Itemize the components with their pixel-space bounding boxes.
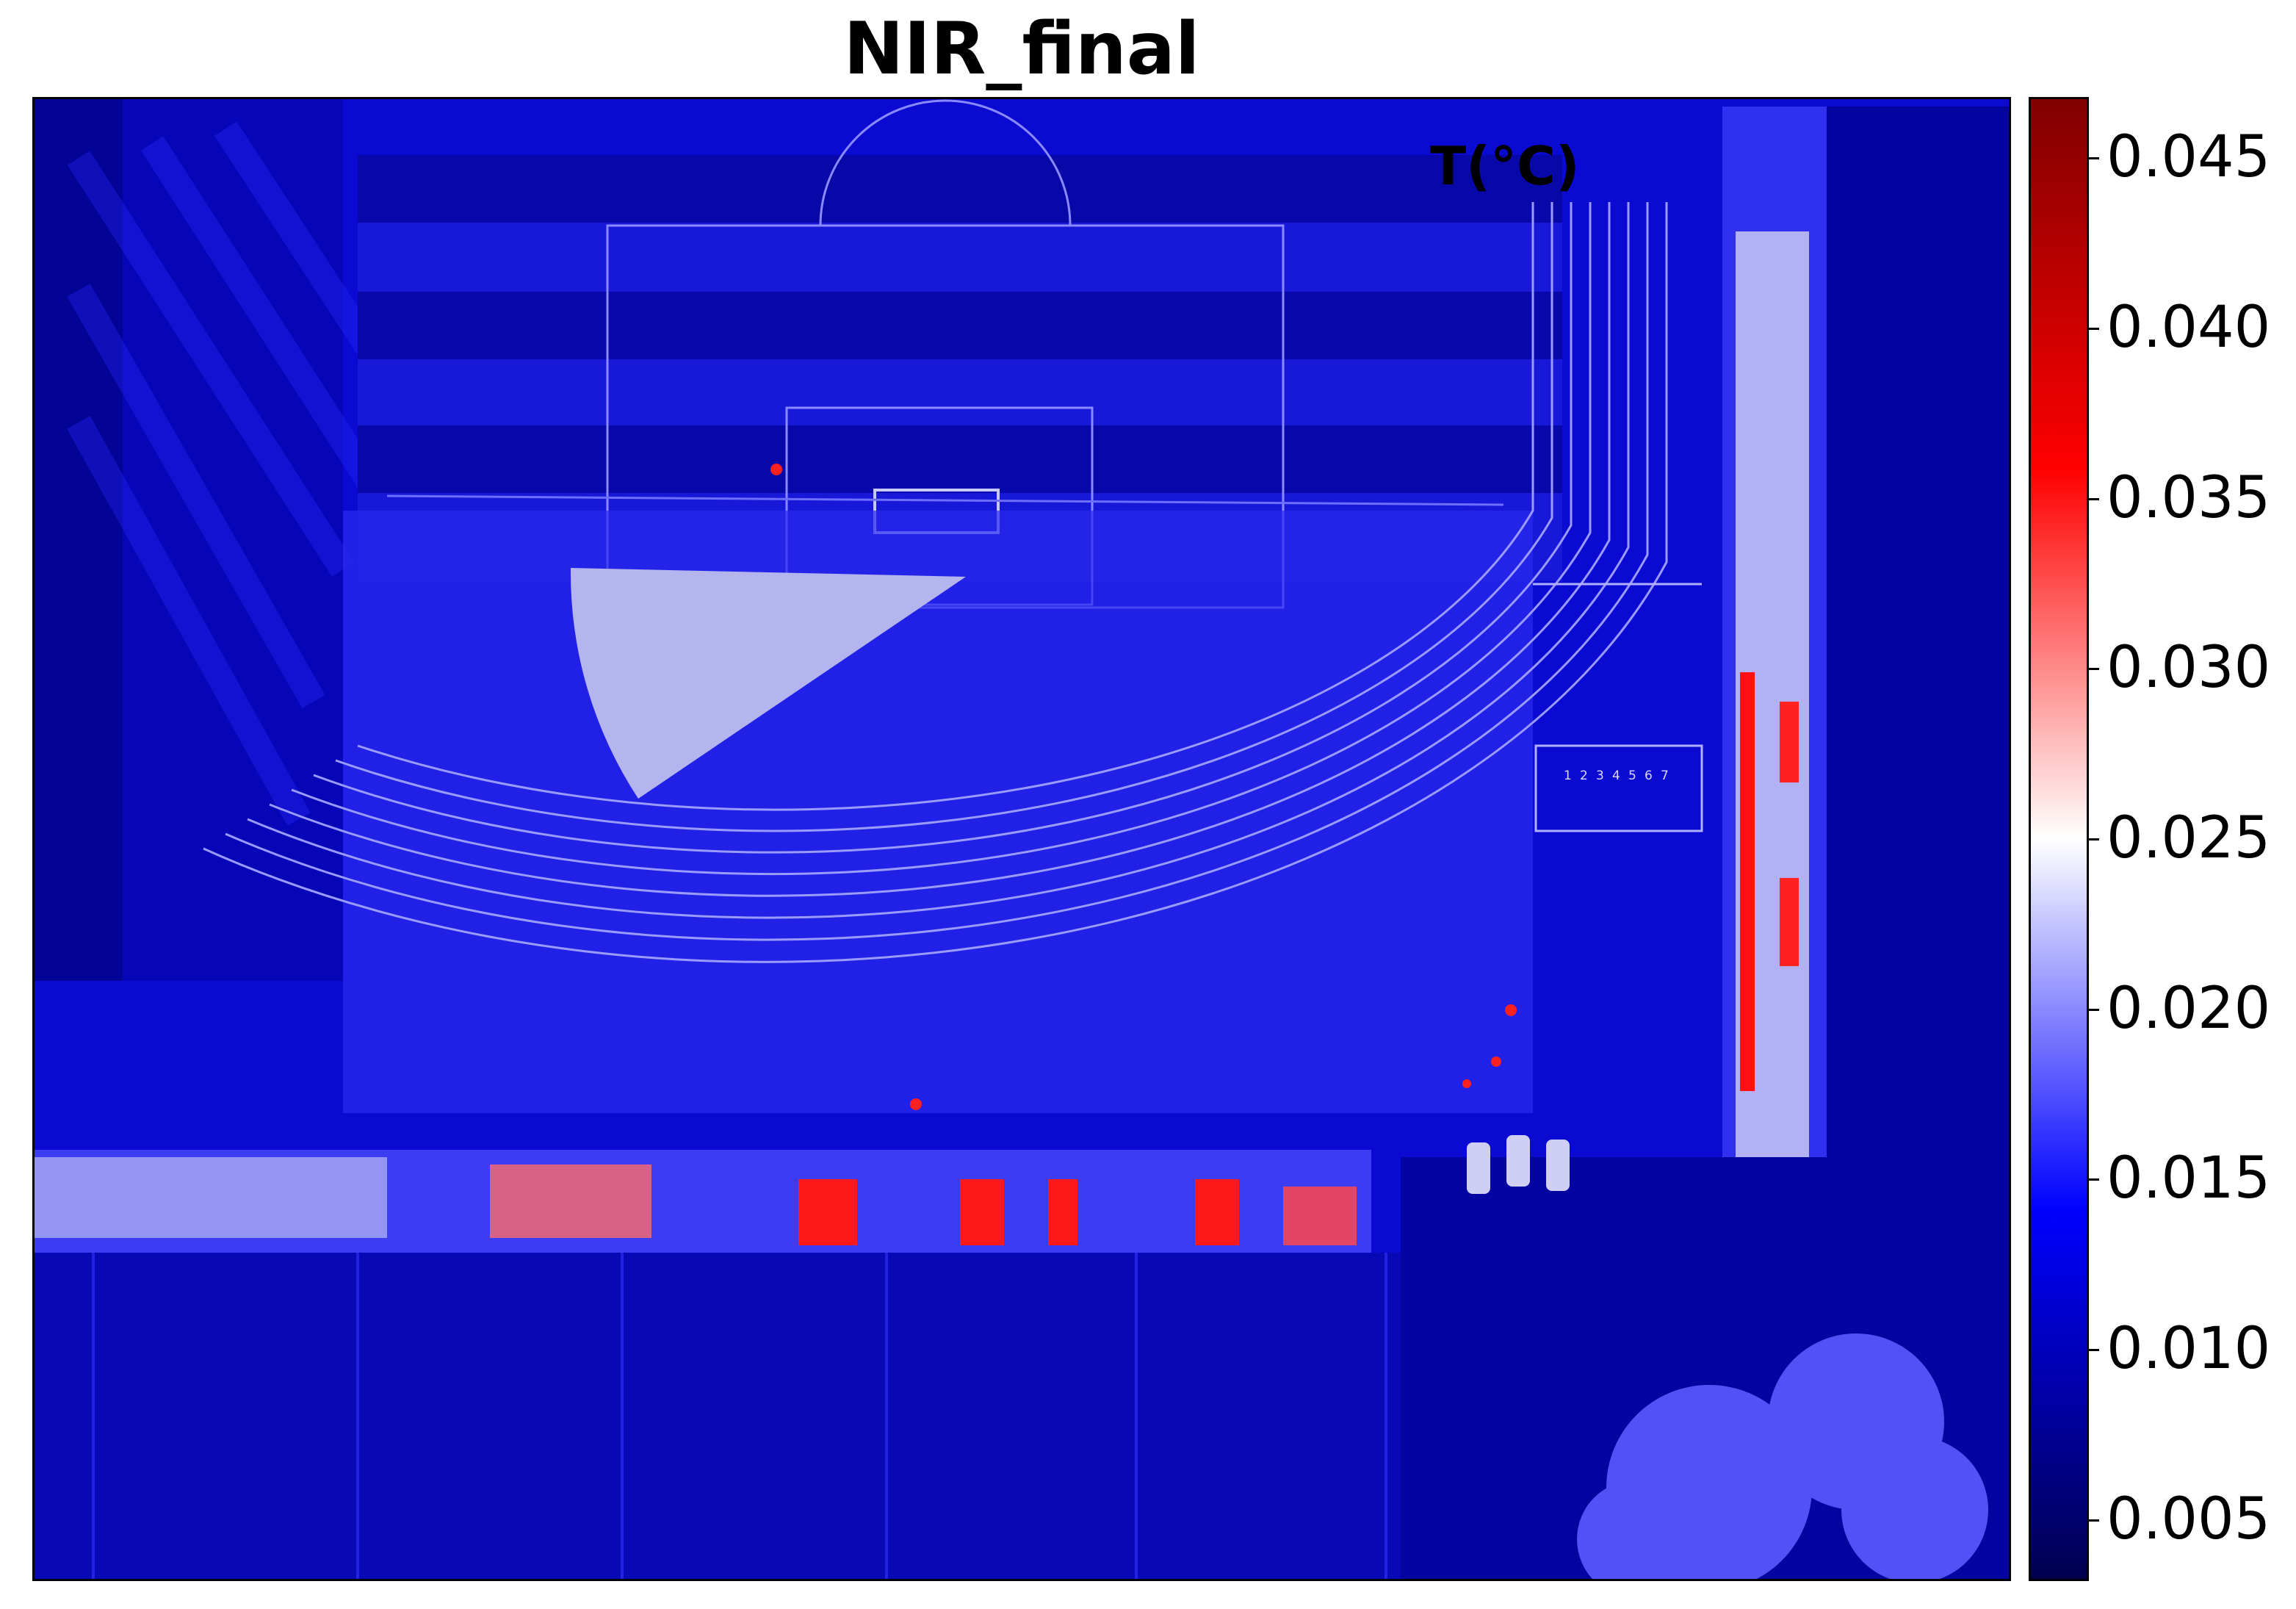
hot-spots xyxy=(770,464,1517,1110)
colorbar-tick-mark xyxy=(2089,157,2099,160)
nir-aerial-image: 1 2 3 4 5 6 7 xyxy=(32,97,2011,1581)
colorbar-tick-label: 0.010 xyxy=(2107,1315,2271,1382)
figure-title: NIR_final xyxy=(843,7,1200,91)
parked-cars xyxy=(1467,1135,1570,1194)
colorbar-tick-label: 0.020 xyxy=(2107,975,2271,1042)
right-building xyxy=(1722,107,2009,1187)
lane-number: 6 xyxy=(1645,768,1653,783)
colorbar xyxy=(2029,97,2089,1581)
colorbar-tick-mark xyxy=(2089,838,2099,841)
lane-number: 5 xyxy=(1628,768,1636,783)
colorbar-tick-label: 0.045 xyxy=(2107,124,2271,191)
colorbar-tick-label: 0.025 xyxy=(2107,805,2271,871)
colorbar-tick-label: 0.005 xyxy=(2107,1486,2271,1552)
overlay-label: T(°C) xyxy=(1430,135,1580,197)
lane-number: 4 xyxy=(1612,768,1620,783)
colorbar-tick-label: 0.015 xyxy=(2107,1145,2271,1212)
colorbar-tick-mark xyxy=(2089,497,2099,500)
colorbar-tick-label: 0.035 xyxy=(2107,464,2271,531)
lane-number: 3 xyxy=(1596,768,1604,783)
colorbar-tick-label: 0.030 xyxy=(2107,635,2271,702)
running-track xyxy=(203,202,1703,963)
colorbar-tick-mark xyxy=(2089,1519,2099,1522)
tree-canopy xyxy=(1577,1333,1988,1579)
colorbar-tick-mark xyxy=(2089,1348,2099,1351)
bright-sector xyxy=(570,568,966,799)
lane-numbers: 1 2 3 4 5 6 7 xyxy=(1564,768,1669,783)
lane-number: 7 xyxy=(1661,768,1669,783)
colorbar-tick-mark xyxy=(2089,1178,2099,1181)
bottom-buildings xyxy=(35,1150,1401,1579)
colorbar-tick-mark xyxy=(2089,1008,2099,1011)
colorbar-tick-label: 0.040 xyxy=(2107,295,2271,361)
lane-number: 1 xyxy=(1564,768,1572,783)
colorbar-tick-mark xyxy=(2089,328,2099,331)
soccer-field xyxy=(358,99,1562,609)
lane-number: 2 xyxy=(1580,768,1588,783)
colorbar-tick-mark xyxy=(2089,668,2099,671)
